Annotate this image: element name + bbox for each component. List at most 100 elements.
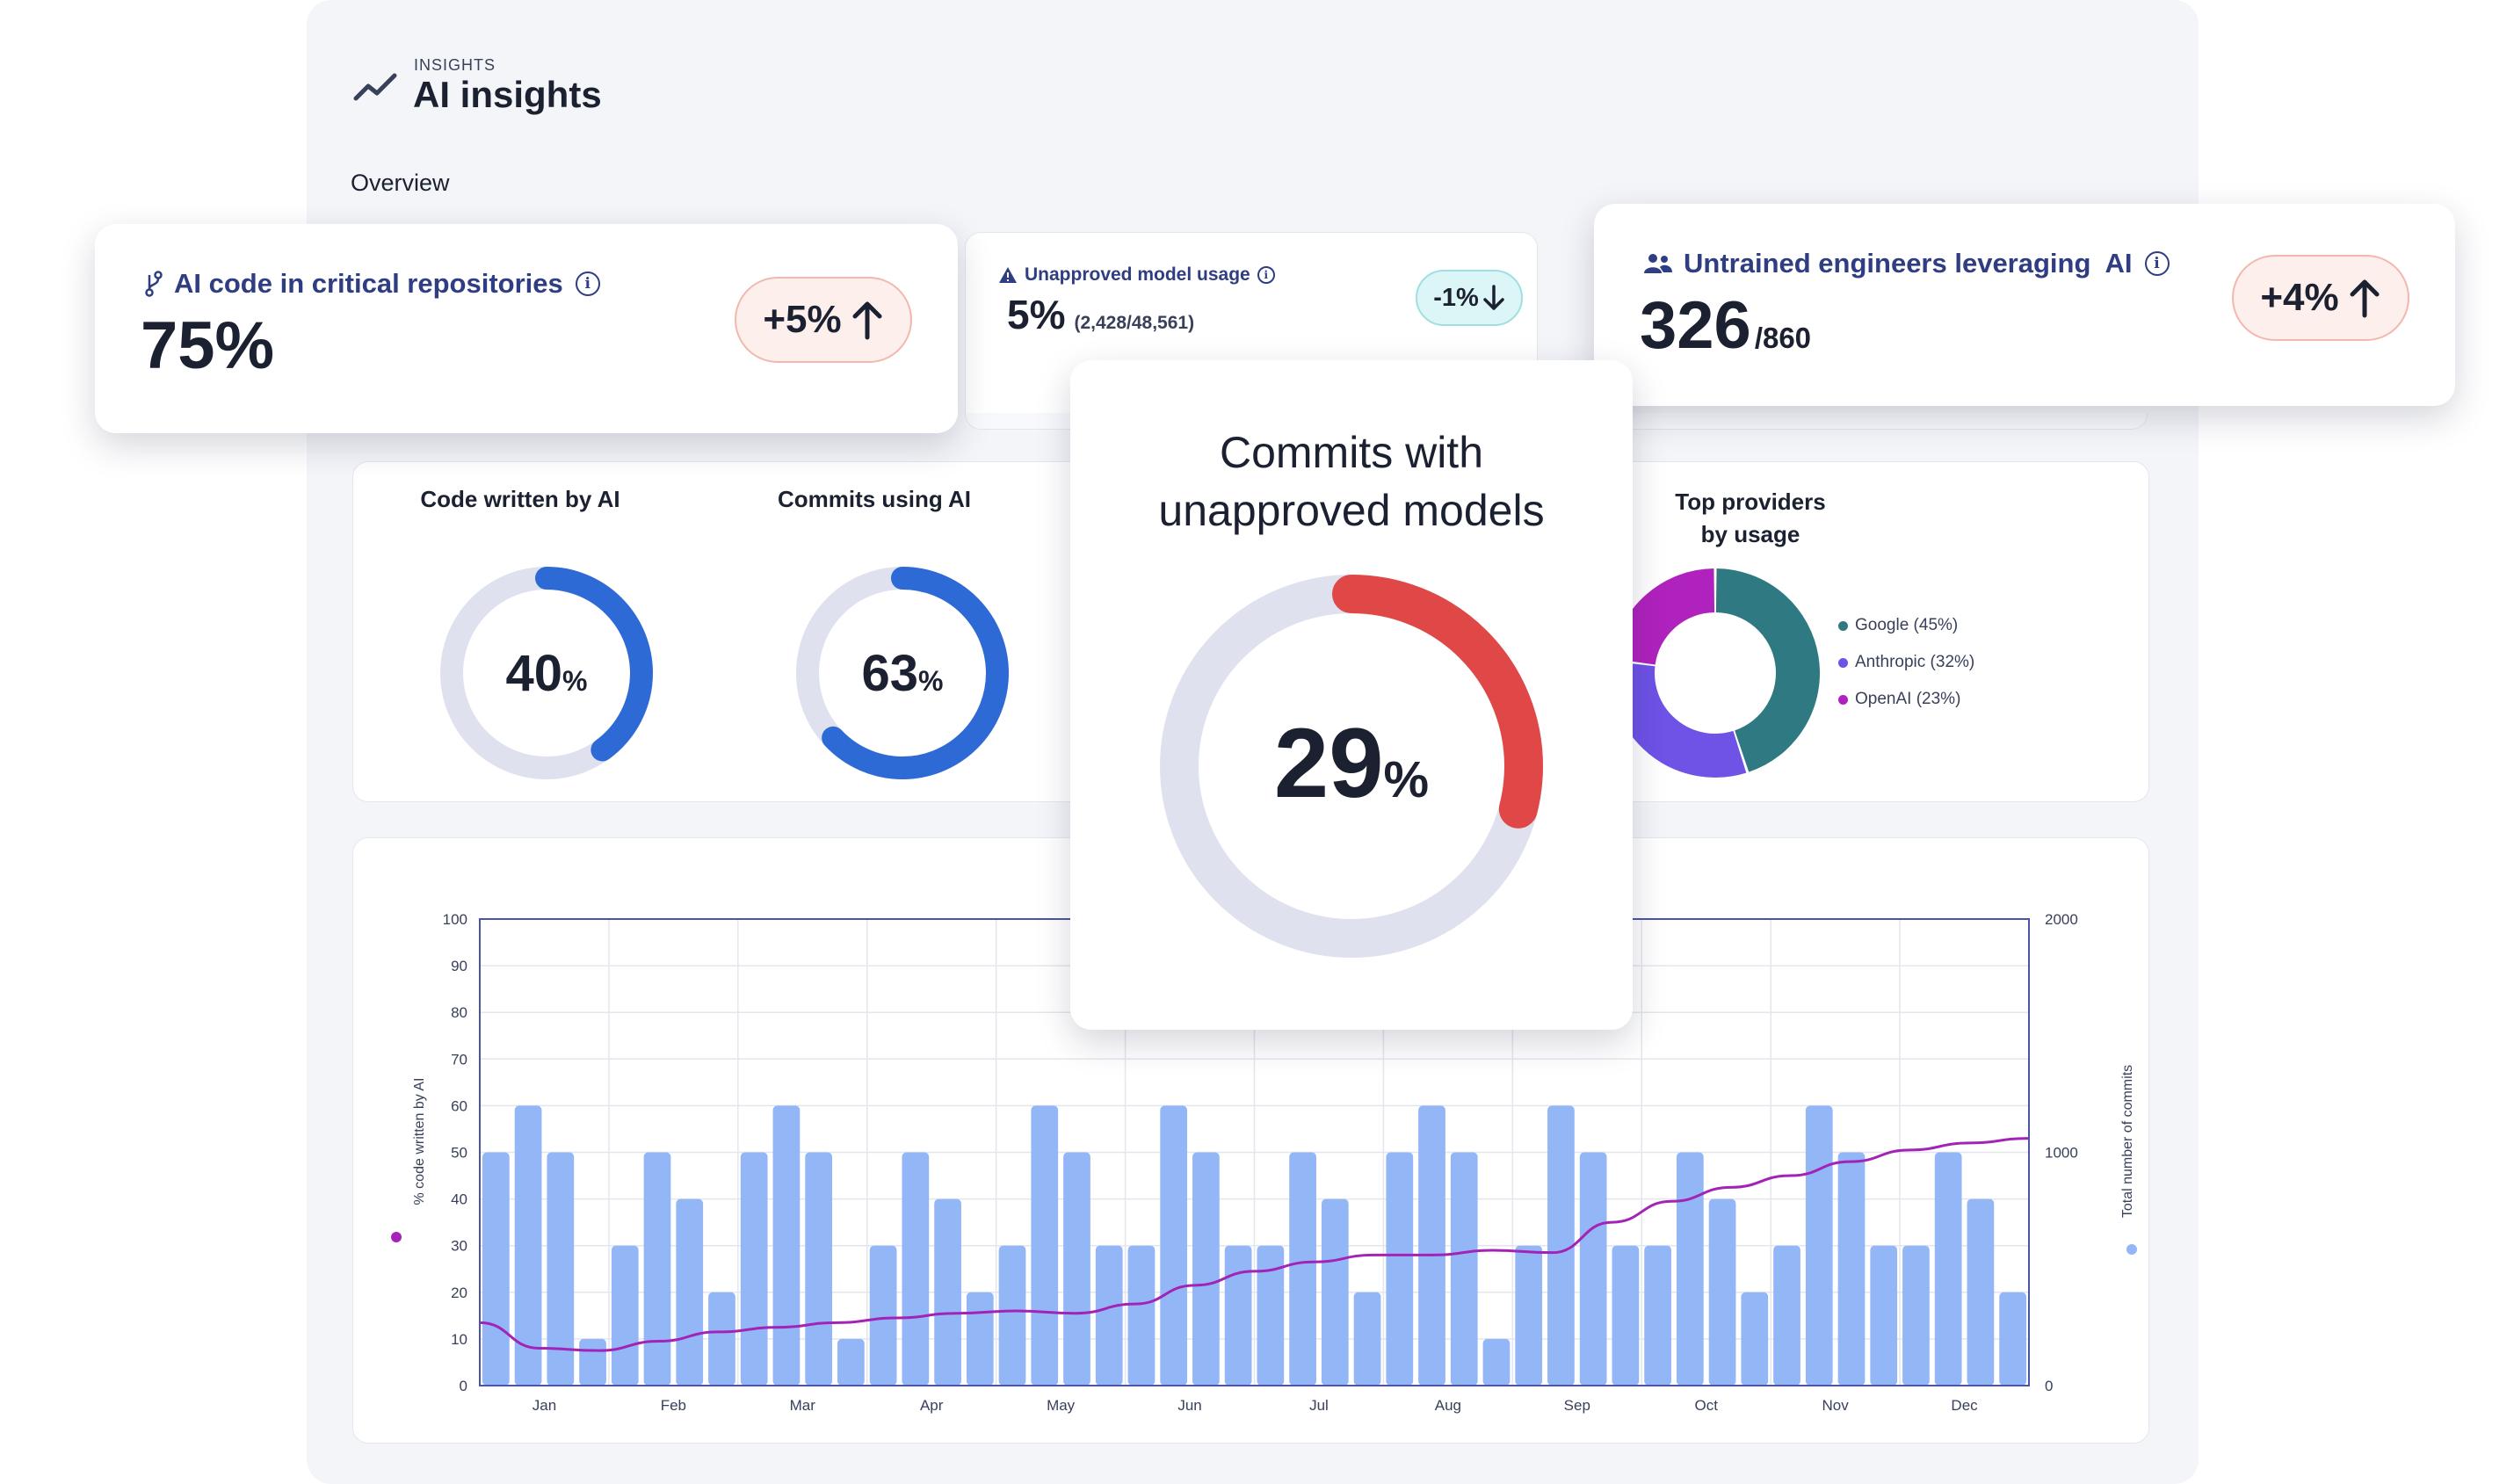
bar[interactable] (1837, 1152, 1866, 1386)
commits-ai-title: Commits using AI (777, 486, 972, 512)
bar[interactable] (1870, 1245, 1898, 1386)
unapproved-commits-card[interactable]: Commits with unapproved models 29% (1070, 360, 1633, 1030)
bar[interactable] (1289, 1152, 1316, 1386)
providers-donut[interactable] (1601, 559, 1829, 787)
bar[interactable] (1095, 1245, 1123, 1386)
critical-repos-change-badge[interactable]: +5% (735, 277, 912, 363)
x-tick-label: Apr (920, 1397, 944, 1414)
legend-label: Anthropic (32%) (1855, 653, 1975, 671)
bar[interactable] (837, 1338, 865, 1386)
unapproved-usage-detail: (2,428/48,561) (1074, 313, 1195, 333)
bar[interactable] (1515, 1245, 1543, 1386)
bar[interactable] (1902, 1245, 1930, 1386)
bar[interactable] (1999, 1292, 2026, 1386)
provider-slice-1[interactable] (1611, 661, 1747, 778)
bar[interactable] (1224, 1245, 1252, 1386)
bar[interactable] (611, 1245, 639, 1386)
bar[interactable] (1127, 1245, 1156, 1386)
bar[interactable] (1321, 1198, 1349, 1386)
bar[interactable] (1773, 1245, 1800, 1386)
bar[interactable] (934, 1198, 961, 1386)
unapproved-commits-donut[interactable]: 29% (1158, 573, 1545, 959)
code-written-arc (440, 567, 653, 779)
legend-label: Google (45%) (1855, 616, 1959, 634)
commits-ai-donut[interactable]: 63% (788, 559, 1017, 787)
bar[interactable] (1741, 1292, 1769, 1386)
monthly-ai-chart[interactable]: 0 10 20 30 40 50 60 70 80 90 100 0 1000 2000 Jan Feb M… (353, 838, 2148, 1443)
code-written-donut[interactable]: 40% (432, 559, 661, 787)
bar[interactable] (902, 1152, 930, 1386)
code-written-value: 40 (506, 645, 563, 702)
y2-axis-label: Total number of commits (2120, 1065, 2135, 1218)
legend-item-anthropic[interactable]: Anthropic (32%) (1838, 653, 1974, 672)
bar[interactable] (547, 1152, 575, 1386)
info-icon[interactable]: i (575, 271, 600, 296)
provider-slice-0[interactable] (1715, 568, 1820, 772)
x-tick-label: Mar (790, 1397, 816, 1414)
y2-tick-label: 2000 (2045, 911, 2078, 928)
unapproved-commits-value: 29 (1274, 708, 1384, 818)
bar[interactable] (643, 1152, 671, 1386)
unapproved-usage-label-row: Unapproved model usage i (998, 264, 1275, 286)
bar[interactable] (1934, 1152, 1962, 1386)
info-icon[interactable]: i (2144, 251, 2170, 276)
unapproved-commits-arc (1160, 575, 1543, 958)
bar[interactable] (966, 1292, 994, 1386)
bar[interactable] (772, 1105, 801, 1386)
bar[interactable] (1257, 1245, 1285, 1386)
bar[interactable] (740, 1152, 768, 1386)
bar[interactable] (1482, 1338, 1511, 1386)
bar[interactable] (1612, 1245, 1640, 1386)
untrained-total: /860 (1754, 322, 1812, 354)
bar[interactable] (708, 1292, 735, 1386)
unapproved-change-badge[interactable]: -1% (1416, 270, 1523, 326)
unapproved-commits-title-line1: Commits with (1219, 428, 1484, 477)
bar[interactable] (998, 1245, 1026, 1386)
bar[interactable] (1967, 1198, 1995, 1386)
bar[interactable] (1805, 1105, 1833, 1386)
bar[interactable] (869, 1245, 897, 1386)
bar[interactable] (1031, 1105, 1059, 1386)
arrow-up-icon (852, 301, 882, 340)
bar[interactable] (1450, 1152, 1478, 1386)
bar[interactable] (482, 1152, 510, 1386)
x-tick-label: Jun (1177, 1397, 1201, 1414)
arrow-up-icon (2350, 279, 2380, 318)
y-axis-label: % code written by AI (412, 1078, 427, 1205)
bar[interactable] (1063, 1152, 1090, 1386)
untrained-change-badge[interactable]: +4% (2232, 255, 2409, 341)
breadcrumb[interactable]: INSIGHTS (414, 56, 496, 74)
bar[interactable] (1160, 1105, 1188, 1386)
bar[interactable] (514, 1105, 542, 1386)
legend-item-openai[interactable]: OpenAI (23%) (1838, 690, 1974, 709)
y2-tick-label: 1000 (2045, 1145, 2078, 1162)
provider-slice-2[interactable] (1612, 568, 1716, 666)
unapproved-commits-title-line2: unapproved models (1158, 486, 1545, 535)
bar[interactable] (1192, 1152, 1220, 1386)
bar[interactable] (1547, 1105, 1575, 1386)
x-tick-label: Feb (661, 1397, 686, 1414)
bar[interactable] (1676, 1152, 1704, 1386)
untrained-engineers-card[interactable]: Untrained engineers leveraging AI i 326 … (1594, 204, 2455, 406)
y-tick-label: 50 (451, 1145, 467, 1162)
bar[interactable] (1579, 1152, 1607, 1386)
bar[interactable] (1644, 1245, 1671, 1386)
commits-ai-value: 63 (862, 645, 919, 702)
x-tick-label: Nov (1822, 1397, 1850, 1414)
critical-repos-value: 75% (141, 308, 275, 383)
bar[interactable] (579, 1338, 606, 1386)
providers-title-line1: Top providers (1675, 489, 1826, 515)
bar[interactable] (1418, 1105, 1445, 1386)
info-icon[interactable]: i (1257, 266, 1275, 284)
bar[interactable] (676, 1198, 704, 1386)
providers-title: Top providers by usage (1636, 486, 1865, 551)
bar[interactable] (1353, 1292, 1381, 1386)
legend-item-google[interactable]: Google (45%) (1838, 616, 1974, 635)
bar[interactable] (1386, 1152, 1414, 1386)
unapproved-usage-values: 5% (2,428/48,561) (1007, 291, 1194, 338)
monthly-chart-card: 0 10 20 30 40 50 60 70 80 90 100 0 1000 2000 Jan Feb M… (352, 837, 2149, 1444)
bar[interactable] (805, 1152, 833, 1386)
critical-repos-card[interactable]: AI code in critical repositories i 75% +… (95, 224, 958, 433)
bar[interactable] (1708, 1198, 1736, 1386)
unapproved-change-value: -1% (1433, 283, 1479, 312)
